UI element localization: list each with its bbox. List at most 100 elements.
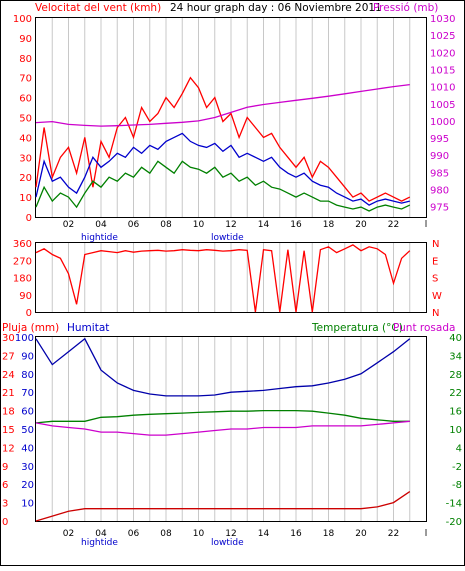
compass-label: N: [432, 308, 439, 319]
temperature-axis-tick-label: 40: [449, 333, 462, 344]
series-minimum-line: [35, 160, 411, 212]
compass-label: W: [432, 291, 442, 302]
pressure-axis-tick-label: 1030: [430, 14, 455, 25]
series-pressure-line: [35, 83, 410, 127]
temperature-axis-tick-label: 4: [456, 443, 462, 454]
lowtide-label-bottom: lowtide: [211, 538, 244, 548]
wind-axis-tick-label: 80: [19, 54, 32, 65]
x-tick-label: l: [425, 529, 428, 539]
x-tick-label: 10: [193, 529, 205, 539]
rain-axis-tick-label: 27: [2, 351, 15, 362]
rain-axis-tick-label: 24: [2, 370, 15, 381]
temperature-title: Temperatura (°C): [311, 322, 403, 334]
temperature-axis-tick-label: 22: [449, 388, 462, 399]
direction-axis-tick-label: 90: [19, 291, 32, 302]
humidity-axis-tick-label: 30: [21, 462, 34, 473]
temperature-axis-tick-label: -8: [452, 480, 462, 491]
x-tick-label: 10: [193, 220, 205, 230]
temperature-axis-tick-label: 10: [449, 425, 462, 436]
wind-axis-tick-label: 40: [19, 133, 32, 144]
x-tick-label: 20: [355, 220, 367, 230]
x-tick-label: 12: [225, 529, 236, 539]
humidity-axis-tick-label: 100: [15, 333, 34, 344]
temperature-axis-tick-label: 28: [449, 370, 462, 381]
pressure-title: Pressió (mb): [373, 2, 438, 14]
compass-label: S: [432, 274, 438, 285]
pressure-axis-tick-label: 985: [430, 168, 449, 179]
wind-axis-tick-label: 10: [19, 193, 32, 204]
lowtide-label-top: lowtide: [211, 233, 244, 243]
series-average-line: [35, 132, 410, 206]
temperature-axis-tick-label: -2: [452, 462, 462, 473]
compass-label: E: [432, 256, 438, 267]
x-tick-label: 14: [258, 220, 270, 230]
wind-axis-tick-label: 0: [26, 213, 32, 224]
pressure-axis-tick-label: 1010: [430, 83, 455, 94]
x-tick-label: 02: [63, 529, 74, 539]
x-tick-label: 18: [323, 529, 335, 539]
wind-axis-tick-label: 60: [19, 94, 32, 105]
direction-panel-frame: [35, 242, 427, 313]
x-tick-label: 16: [290, 220, 302, 230]
rain-axis-tick-label: 12: [2, 443, 15, 454]
x-tick-label: 12: [225, 220, 236, 230]
rain-title: Pluja (mm): [2, 322, 59, 334]
pressure-axis-tick-label: 1025: [430, 31, 455, 42]
x-tick-label: 20: [355, 529, 367, 539]
x-tick-label: 18: [323, 220, 335, 230]
x-tick-label: 14: [258, 529, 270, 539]
dewpoint-title: Punt rosada: [393, 322, 455, 334]
x-tick-label: 08: [160, 529, 172, 539]
axes-layer: 02 04 06 08 10 12 14 16 18 20 22 l02 04 06 08 10 12 14 16 1…: [2, 14, 462, 539]
rain-axis-tick-label: 21: [2, 388, 15, 399]
series-layer: [35, 76, 411, 522]
x-tick-label: l: [425, 220, 428, 230]
series-rain-line: [35, 491, 411, 522]
wind-speed-title: Velocitat del vent (kmh): [35, 2, 161, 14]
rain-axis-tick-label: 3: [2, 499, 8, 510]
direction-axis-tick-label: 360: [13, 239, 32, 250]
temperature-axis-tick-label: -20: [446, 517, 462, 528]
pressure-axis-tick-label: 1015: [430, 65, 455, 76]
pressure-axis-tick-label: 1005: [430, 100, 455, 111]
pressure-axis-tick-label: 1000: [430, 117, 455, 128]
wind-axis-tick-label: 30: [19, 153, 32, 164]
pressure-axis-tick-label: 975: [430, 203, 449, 214]
series-temperature-line: [35, 409, 410, 424]
x-tick-label: 04: [95, 220, 107, 230]
rain-axis-tick-label: 0: [2, 517, 8, 528]
humidity-axis-tick-label: 40: [21, 443, 34, 454]
rain-axis-tick-label: 18: [2, 407, 15, 418]
humidity-axis-tick-label: 70: [21, 388, 34, 399]
direction-axis-tick-label: 270: [13, 256, 32, 267]
direction-axis-tick-label: 180: [13, 274, 32, 285]
direction-axis-tick-label: 0: [26, 308, 32, 319]
wind-panel-frame: [35, 17, 427, 218]
x-tick-label: 06: [128, 529, 140, 539]
humidity-axis-tick-label: 90: [21, 351, 34, 362]
temperature-axis-tick-label: 34: [449, 351, 462, 362]
series-gust-line: [35, 76, 411, 202]
humidity-axis-tick-label: 10: [21, 499, 34, 510]
humidity-panel-frame: [35, 336, 427, 522]
series-direction-line: [35, 244, 411, 313]
wind-axis-tick-label: 70: [19, 74, 32, 85]
series-dewpoint-line: [35, 420, 410, 436]
wind-axis-tick-label: 20: [19, 173, 32, 184]
temperature-axis-tick-label: -14: [446, 499, 462, 510]
graph-date-title: 24 hour graph day : 06 Noviembre 2011: [170, 2, 382, 14]
compass-label: N: [432, 239, 439, 250]
x-tick-label: 16: [290, 529, 302, 539]
hightide-label-top: hightide: [81, 233, 118, 243]
x-tick-label: 02: [63, 220, 74, 230]
x-tick-label: 04: [95, 529, 107, 539]
x-tick-label: 22: [388, 220, 399, 230]
x-tick-label: 06: [128, 220, 140, 230]
wind-axis-tick-label: 50: [19, 114, 32, 125]
rain-axis-tick-label: 15: [2, 425, 15, 436]
humidity-axis-tick-label: 60: [21, 407, 34, 418]
wind-axis-tick-label: 100: [13, 14, 32, 25]
humidity-axis-tick-label: 50: [21, 425, 34, 436]
